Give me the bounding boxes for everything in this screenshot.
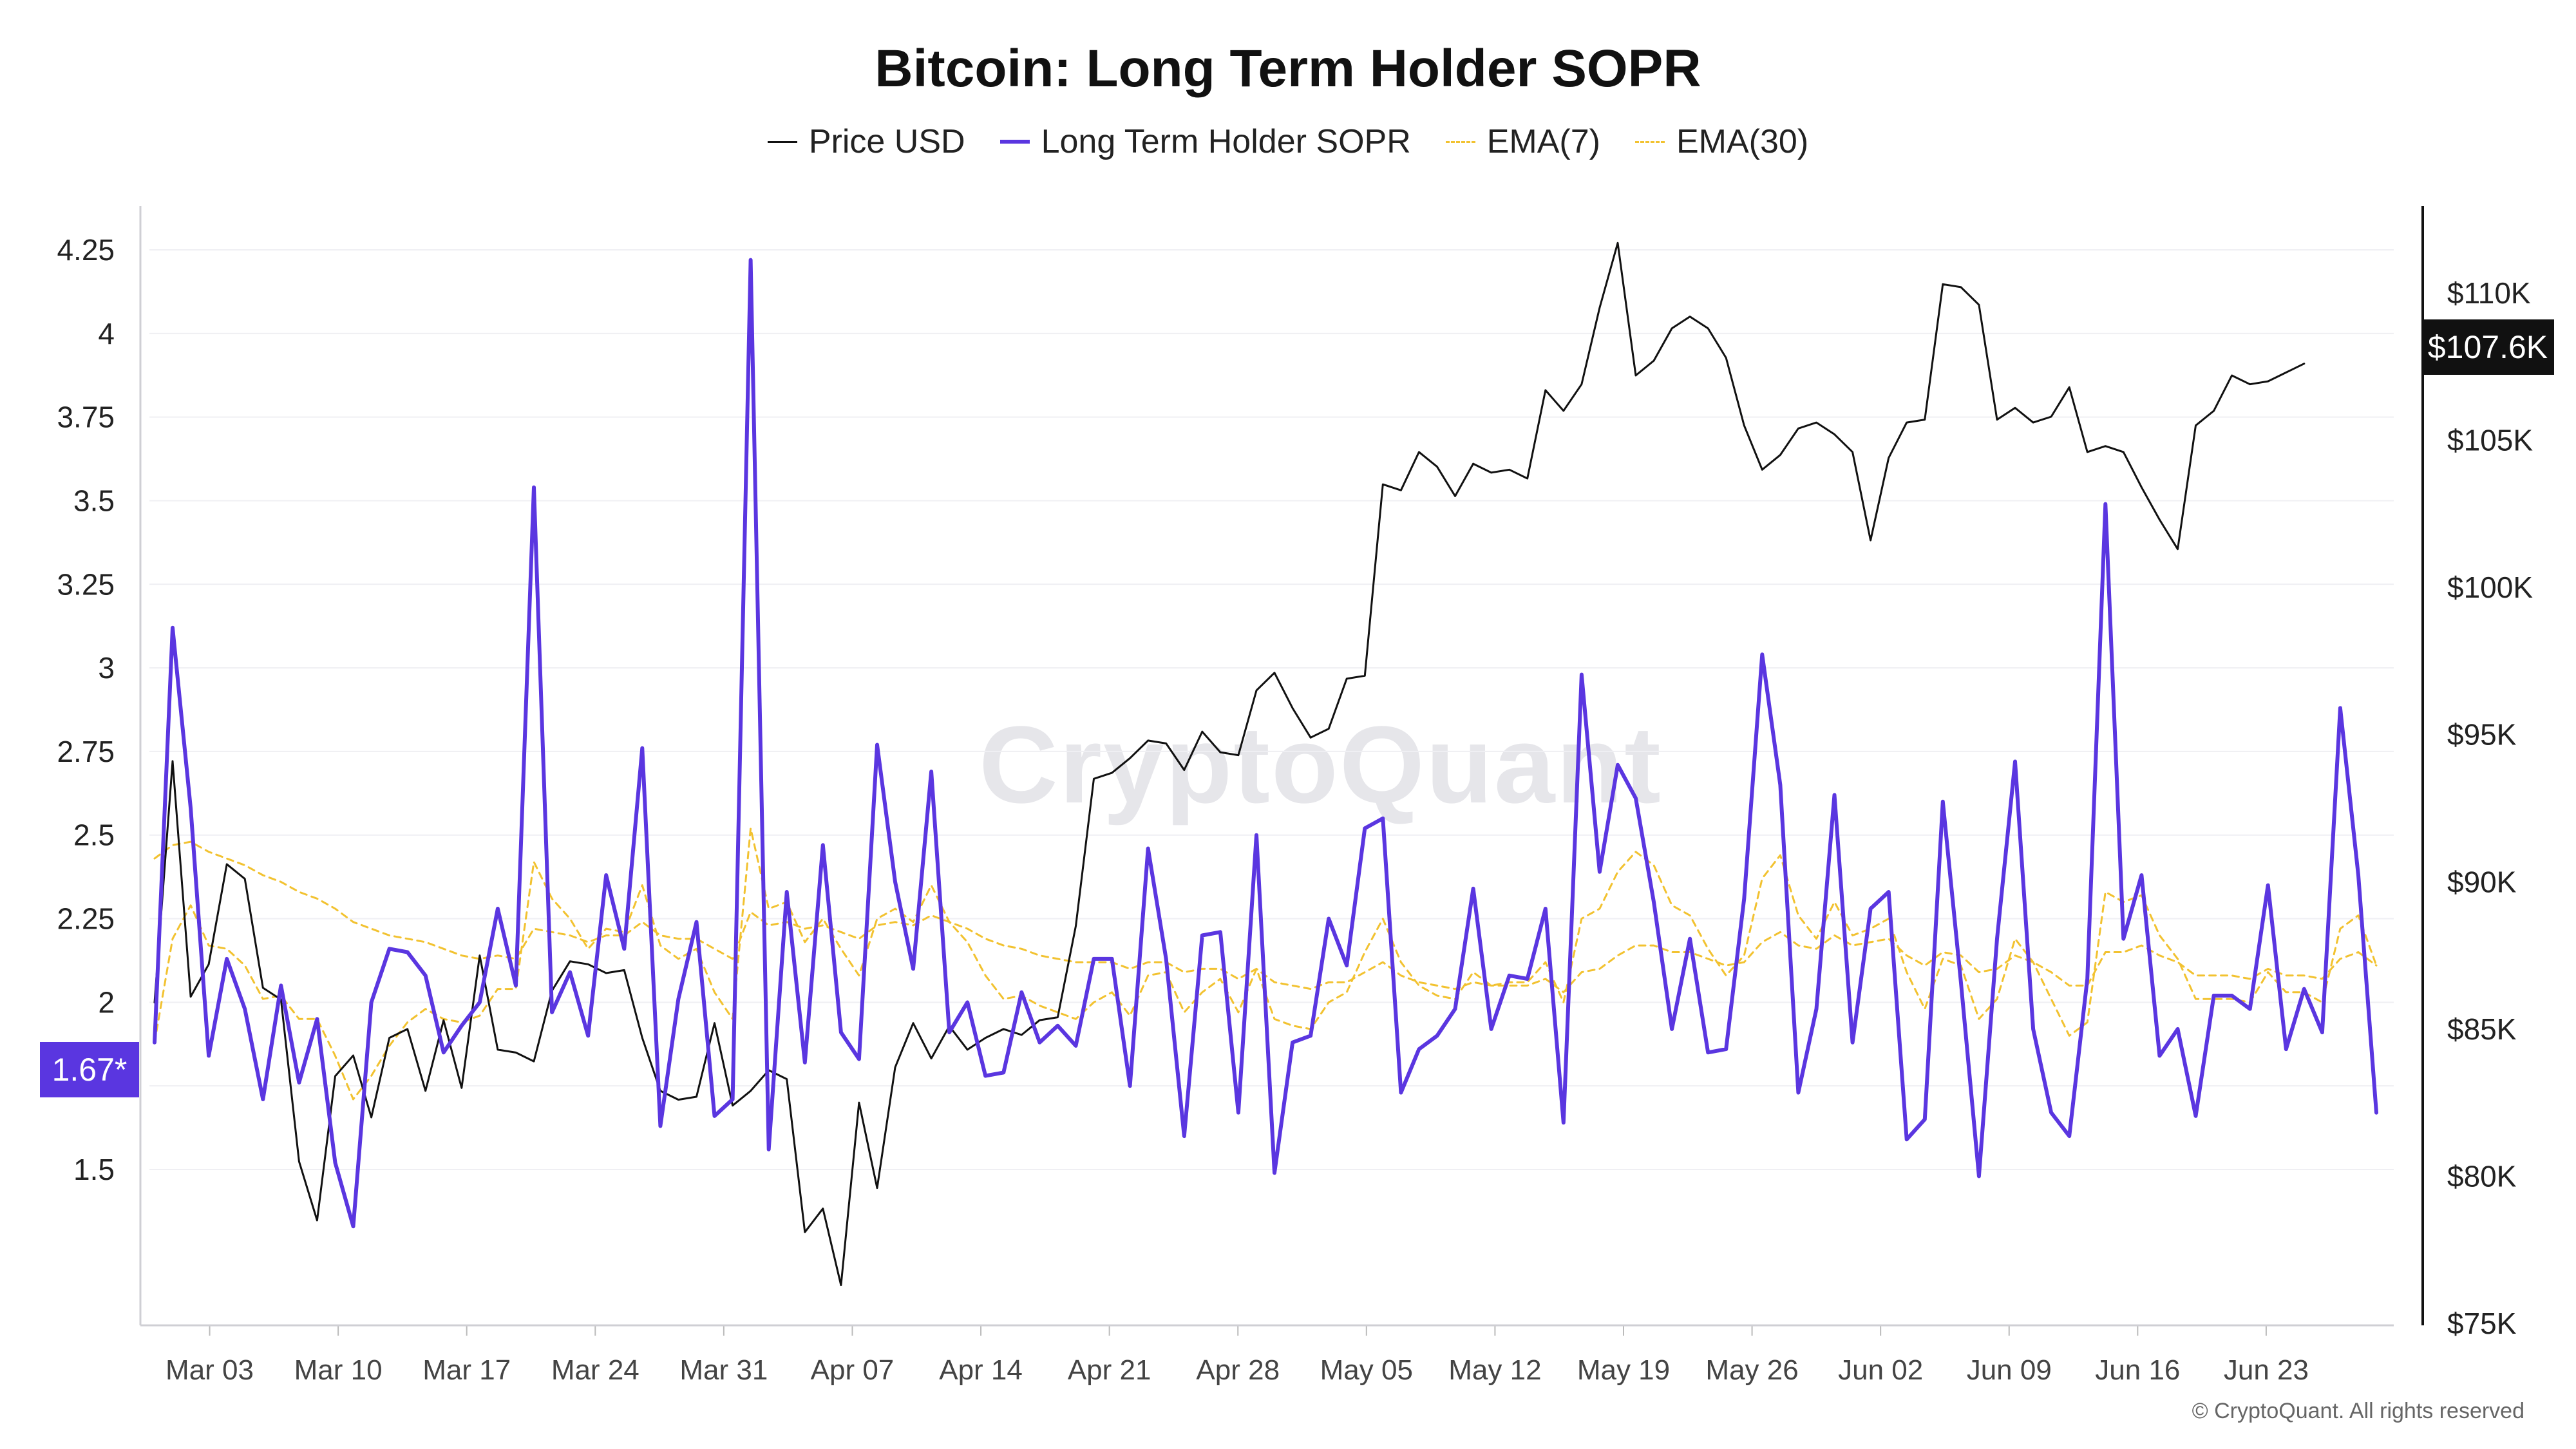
axis-labels: 4.2543.753.53.2532.752.52.2521.751.5$110… — [57, 233, 2533, 1386]
watermark: CryptoQuant — [979, 704, 1662, 826]
current-sopr-badge: 1.67* — [40, 1042, 139, 1097]
y-left-tick-label: 1.5 — [73, 1153, 115, 1186]
grid-lines — [149, 249, 2394, 1170]
x-tick-label: Apr 28 — [1196, 1354, 1280, 1386]
y-left-tick-label: 3.25 — [57, 567, 115, 601]
legend-swatch-ema7 — [1445, 140, 1475, 143]
y-right-tick-label: $100K — [2447, 571, 2533, 604]
x-tick-label: Mar 24 — [551, 1354, 639, 1386]
y-left-tick-label: 2.25 — [57, 902, 115, 936]
copyright-text: © CryptoQuant. All rights reserved — [2192, 1399, 2524, 1423]
legend-swatch-ema30 — [1635, 140, 1665, 143]
legend-item-ema30[interactable]: EMA(30) — [1635, 122, 1808, 161]
x-tick-label: Mar 31 — [679, 1354, 768, 1386]
x-tick-label: Mar 03 — [166, 1354, 254, 1386]
legend-label-ema30: EMA(30) — [1676, 123, 1809, 160]
x-tick-label: May 26 — [1705, 1354, 1798, 1386]
y-right-tick-label: $105K — [2447, 424, 2533, 457]
legend-item-ema7[interactable]: EMA(7) — [1445, 122, 1600, 161]
y-right-tick-label: $95K — [2447, 718, 2517, 752]
series-layer — [153, 242, 2378, 1287]
x-tick-label: Mar 17 — [422, 1354, 511, 1386]
y-left-tick-label: 2 — [98, 985, 115, 1019]
legend-label-ema7: EMA(7) — [1486, 123, 1600, 160]
legend-swatch-sopr — [999, 140, 1030, 144]
y-right-tick-label: $110K — [2447, 276, 2531, 310]
x-tick-label: Mar 10 — [294, 1354, 383, 1386]
x-tick-label: May 05 — [1320, 1354, 1413, 1386]
x-tick-label: May 19 — [1577, 1354, 1670, 1386]
legend-item-price[interactable]: Price USD — [767, 122, 965, 161]
series-line-ema-7 — [153, 827, 2378, 1101]
x-tick-label: Jun 23 — [2224, 1354, 2309, 1386]
y-left-tick-label: 4 — [98, 317, 115, 350]
y-left-tick-label: 3.5 — [73, 484, 115, 517]
x-tick-label: Apr 21 — [1068, 1354, 1151, 1386]
legend-item-sopr[interactable]: Long Term Holder SOPR — [999, 122, 1411, 161]
y-right-tick-label: $90K — [2447, 865, 2517, 898]
y-left-tick-label: 2.75 — [57, 735, 115, 768]
x-tick-label: Jun 09 — [1967, 1354, 2052, 1386]
legend-label-sopr: Long Term Holder SOPR — [1041, 123, 1411, 160]
legend-label-price: Price USD — [808, 123, 965, 160]
x-tick-label: Jun 02 — [1838, 1354, 1923, 1386]
x-tick-label: Apr 14 — [939, 1354, 1023, 1386]
y-left-tick-label: 2.5 — [73, 819, 115, 852]
y-right-tick-label: $85K — [2447, 1012, 2517, 1046]
legend-swatch-price — [767, 140, 797, 143]
x-tick-label: Jun 16 — [2095, 1354, 2180, 1386]
x-tick-label: May 12 — [1448, 1354, 1541, 1386]
series-line-price-usd — [153, 242, 2306, 1287]
x-tick-label: Apr 07 — [811, 1354, 895, 1386]
chart-title: Bitcoin: Long Term Holder SOPR — [875, 39, 1701, 98]
y-left-tick-label: 3.75 — [57, 401, 115, 434]
y-left-tick-label: 4.25 — [57, 233, 115, 267]
axes — [139, 206, 2424, 1336]
legend: Price USD Long Term Holder SOPR EMA(7) E… — [0, 122, 2576, 161]
series-line-long-term-holder-sopr — [153, 258, 2378, 1229]
y-left-tick-label: 3 — [98, 651, 115, 685]
y-right-tick-label: $80K — [2447, 1159, 2517, 1193]
current-price-badge: $107.6K — [2421, 319, 2554, 375]
y-right-tick-label: $75K — [2447, 1307, 2517, 1340]
